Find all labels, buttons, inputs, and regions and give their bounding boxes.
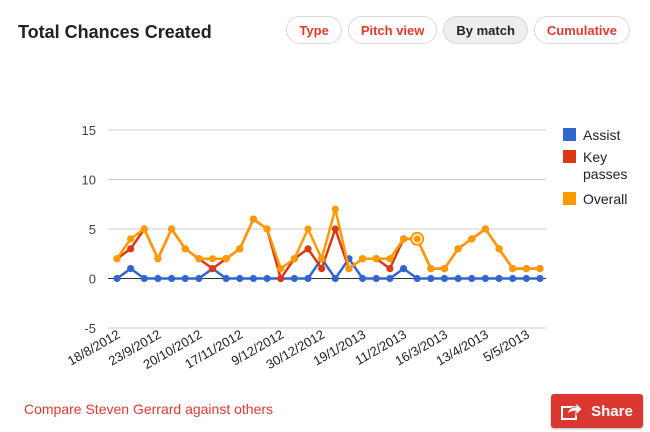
assist-point [167, 274, 176, 283]
assist-point [495, 274, 503, 283]
view-tabs: Type Pitch view By match Cumulative [286, 16, 630, 44]
overall-point [427, 265, 435, 273]
overall-point [509, 265, 517, 273]
key-passes-point [277, 274, 285, 283]
assist-point [427, 274, 435, 283]
key-passes-point [304, 245, 312, 253]
y-tick-label: 0 [89, 272, 96, 287]
assist-point [440, 274, 449, 283]
assist-point [481, 274, 490, 283]
key-passes-legend-swatch [563, 150, 576, 163]
overall-point [481, 225, 490, 233]
overall-series-line [115, 207, 540, 270]
assist-point [222, 274, 230, 283]
overall-point [127, 235, 135, 243]
overall-point [468, 235, 476, 243]
highlight-point [413, 235, 421, 243]
assist-point [359, 274, 367, 283]
overall-legend-label: Overall [583, 191, 627, 207]
overall-point [318, 255, 326, 263]
overall-point [236, 245, 244, 253]
key-passes-point [386, 265, 394, 273]
assist-point [195, 274, 203, 283]
key-passes-point [318, 265, 326, 273]
key-passes-point [127, 245, 135, 253]
assist-point [454, 274, 462, 283]
assist-point [127, 265, 135, 273]
overall-point [536, 265, 544, 273]
assist-point [468, 274, 476, 283]
y-tick-label: 10 [82, 173, 96, 188]
assist-point [154, 274, 162, 283]
overall-point [522, 265, 530, 273]
assist-point [331, 274, 339, 283]
y-tick-label: 5 [89, 222, 96, 237]
overall-point [331, 205, 339, 213]
chart-title: Total Chances Created [18, 22, 212, 42]
overall-point [222, 255, 230, 263]
overall-point [290, 255, 298, 263]
overall-point [167, 225, 176, 233]
overall-point [386, 255, 394, 263]
assist-point [113, 274, 121, 283]
share-button[interactable]: Share [551, 394, 643, 428]
tab-cumulative[interactable]: Cumulative [533, 16, 630, 44]
overall-point [359, 255, 367, 263]
assist-legend-swatch [563, 128, 576, 141]
overall-point [495, 245, 503, 253]
overall-point [263, 225, 271, 233]
y-tick-label: 15 [82, 123, 96, 138]
assist-point [140, 274, 148, 283]
overall-point [208, 255, 217, 263]
overall-point [277, 265, 285, 273]
overall-legend-swatch [563, 192, 576, 205]
assist-point [372, 274, 380, 283]
x-tick-label: 5/5/2013 [481, 327, 532, 365]
assist-point [236, 274, 244, 283]
overall-point [372, 255, 380, 263]
assist-point [399, 265, 408, 273]
assist-point [386, 274, 394, 283]
overall-point [345, 265, 353, 273]
overall-point [399, 235, 408, 243]
overall-point [304, 225, 312, 233]
overall-point [195, 255, 203, 263]
overall-point [140, 225, 148, 233]
assist-point [263, 274, 271, 283]
assist-point [413, 274, 421, 283]
assist-point [290, 274, 298, 283]
assist-legend-label: Assist [583, 127, 620, 143]
share-arrow-icon [561, 402, 583, 420]
assist-point [509, 274, 517, 283]
overall-point [249, 215, 258, 223]
overall-point [454, 245, 462, 253]
assist-series-line [116, 257, 540, 280]
key-passes-point [208, 265, 217, 273]
compare-link[interactable]: Compare Steven Gerrard against others [24, 401, 274, 417]
assist-point [304, 274, 312, 283]
key-passes-point [331, 225, 339, 233]
overall-point [181, 245, 189, 253]
assist-point [536, 274, 544, 283]
tab-pitch-view[interactable]: Pitch view [347, 16, 438, 44]
assist-point [522, 274, 530, 283]
key-passes-legend-label: Key passes [583, 149, 627, 182]
assist-point [249, 274, 258, 283]
y-tick-label: -5 [84, 321, 96, 336]
assist-point [181, 274, 189, 283]
overall-point [113, 255, 121, 263]
overall-point [154, 255, 162, 263]
line-chart: -505101518/8/201223/9/201220/10/201217/1… [65, 123, 627, 372]
share-label: Share [591, 402, 633, 420]
tab-by-match[interactable]: By match [443, 16, 528, 44]
tab-type[interactable]: Type [286, 16, 342, 44]
overall-point [440, 265, 449, 273]
